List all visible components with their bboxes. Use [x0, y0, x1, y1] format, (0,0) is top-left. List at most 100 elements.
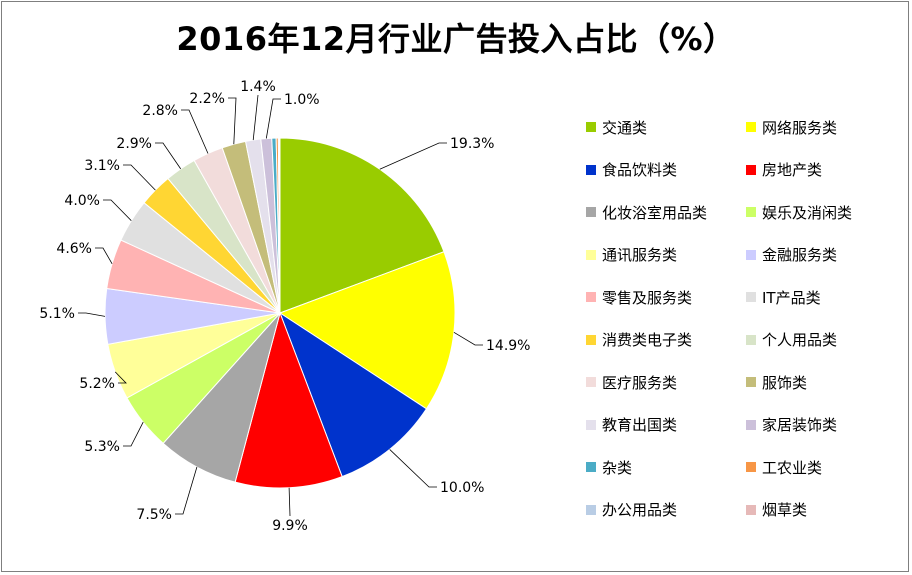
legend-swatch: [586, 249, 596, 260]
legend-item: 消费类电子类: [586, 329, 746, 351]
data-label: 4.6%: [56, 241, 92, 257]
leader-line: [103, 199, 132, 221]
legend-swatch: [586, 334, 596, 345]
legend-swatch: [586, 419, 596, 430]
pie-slice: [234, 311, 343, 489]
legend-swatch: [746, 207, 756, 217]
legend-swatch: [746, 377, 756, 387]
data-label: 19.3%: [450, 136, 494, 152]
leader-line: [155, 142, 182, 170]
pie-slice: [278, 311, 428, 478]
leader-line: [389, 449, 437, 488]
legend-swatch: [586, 292, 596, 302]
pie-slice: [279, 137, 445, 314]
legend-swatch: [746, 164, 756, 175]
legend: 交通类 网络服务类食品饮料类 房地产类化妆浴室用品类 娱乐及消闲类通讯服务类 金融服务类…: [586, 116, 906, 541]
leader-line: [265, 98, 281, 139]
legend-item: 医疗服务类: [586, 371, 746, 393]
pie-slice: [278, 251, 456, 410]
data-label: 1.4%: [240, 79, 276, 95]
data-label: 10.0%: [440, 480, 484, 496]
legend-item: 烟草类: [746, 499, 906, 521]
leader-line: [123, 421, 144, 447]
data-label: 2.9%: [116, 136, 152, 152]
legend-label: 娱乐及消闲类: [762, 203, 853, 222]
legend-swatch: [746, 122, 756, 132]
legend-item: 化妆浴室用品类: [586, 201, 746, 223]
legend-item: IT产品类: [746, 286, 906, 308]
legend-item: 服饰类: [746, 371, 906, 393]
legend-swatch: [746, 292, 756, 302]
data-label: 7.5%: [136, 507, 172, 523]
legend-swatch: [586, 462, 596, 472]
legend-item: 零售及服务类: [586, 286, 746, 308]
legend-swatch: [746, 249, 756, 260]
legend-item: 金融服务类: [746, 244, 906, 266]
legend-label: 食品饮料类: [602, 161, 678, 179]
legend-swatch: [586, 164, 596, 175]
data-label: 3.1%: [84, 158, 120, 174]
data-label: 5.3%: [84, 439, 120, 455]
legend-item: 通讯服务类: [586, 244, 746, 266]
legend-label: 零售及服务类: [602, 288, 693, 307]
leader-line: [123, 164, 156, 191]
data-label: 14.9%: [486, 338, 530, 354]
leader-line: [95, 247, 113, 264]
leader-line: [379, 142, 447, 170]
data-label: 5.2%: [79, 376, 115, 392]
legend-label: 杂类: [602, 458, 633, 477]
leader-line: [288, 487, 291, 517]
legend-item: 房地产类: [746, 159, 906, 181]
legend-label: 教育出国类: [602, 416, 678, 434]
legend-label: 化妆浴室用品类: [602, 203, 708, 222]
data-label: 2.8%: [142, 103, 178, 119]
legend-label: 家居装饰类: [762, 416, 838, 434]
legend-label: 工农业类: [762, 458, 823, 477]
legend-item: 工农业类: [746, 456, 906, 478]
legend-label: 房地产类: [762, 161, 823, 179]
legend-item: 网络服务类: [746, 116, 906, 138]
legend-swatch: [746, 419, 756, 430]
chart-title: 2016年12月行业广告投入占比（%）: [176, 20, 736, 58]
leader-line: [181, 109, 209, 154]
leader-line: [228, 97, 237, 145]
legend-label: 网络服务类: [762, 118, 838, 137]
legend-item: 娱乐及消闲类: [746, 201, 906, 223]
legend-label: IT产品类: [762, 288, 821, 307]
legend-item: 家居装饰类: [746, 414, 906, 436]
legend-swatch: [746, 462, 756, 472]
leader-line: [453, 331, 483, 346]
pie-slice: [278, 137, 281, 314]
legend-swatch: [586, 504, 596, 515]
legend-label: 烟草类: [762, 501, 808, 519]
legend-item: 教育出国类: [586, 414, 746, 436]
legend-swatch: [746, 334, 756, 345]
legend-label: 服饰类: [762, 373, 808, 392]
legend-swatch: [586, 377, 596, 387]
leader-line: [252, 94, 259, 141]
leader-line: [175, 466, 198, 515]
legend-item: 交通类: [586, 116, 746, 138]
legend-label: 金融服务类: [762, 246, 838, 264]
data-label: 5.1%: [39, 306, 75, 322]
data-label: 1.0%: [284, 92, 320, 108]
legend-label: 通讯服务类: [602, 246, 678, 264]
legend-label: 交通类: [602, 118, 648, 137]
data-label: 2.2%: [189, 91, 225, 107]
legend-item: 食品饮料类: [586, 159, 746, 181]
legend-label: 消费类电子类: [602, 331, 693, 349]
leader-line: [114, 371, 127, 384]
legend-swatch: [746, 504, 756, 515]
legend-label: 医疗服务类: [602, 373, 678, 392]
data-label: 9.9%: [272, 518, 308, 534]
legend-swatch: [586, 207, 596, 217]
data-label: 4.0%: [64, 193, 100, 209]
legend-label: 办公用品类: [602, 501, 678, 519]
legend-item: 杂类: [586, 456, 746, 478]
legend-item: 办公用品类: [586, 499, 746, 521]
legend-label: 个人用品类: [762, 331, 838, 349]
leader-line: [78, 312, 106, 317]
legend-swatch: [586, 122, 596, 132]
legend-item: 个人用品类: [746, 329, 906, 351]
